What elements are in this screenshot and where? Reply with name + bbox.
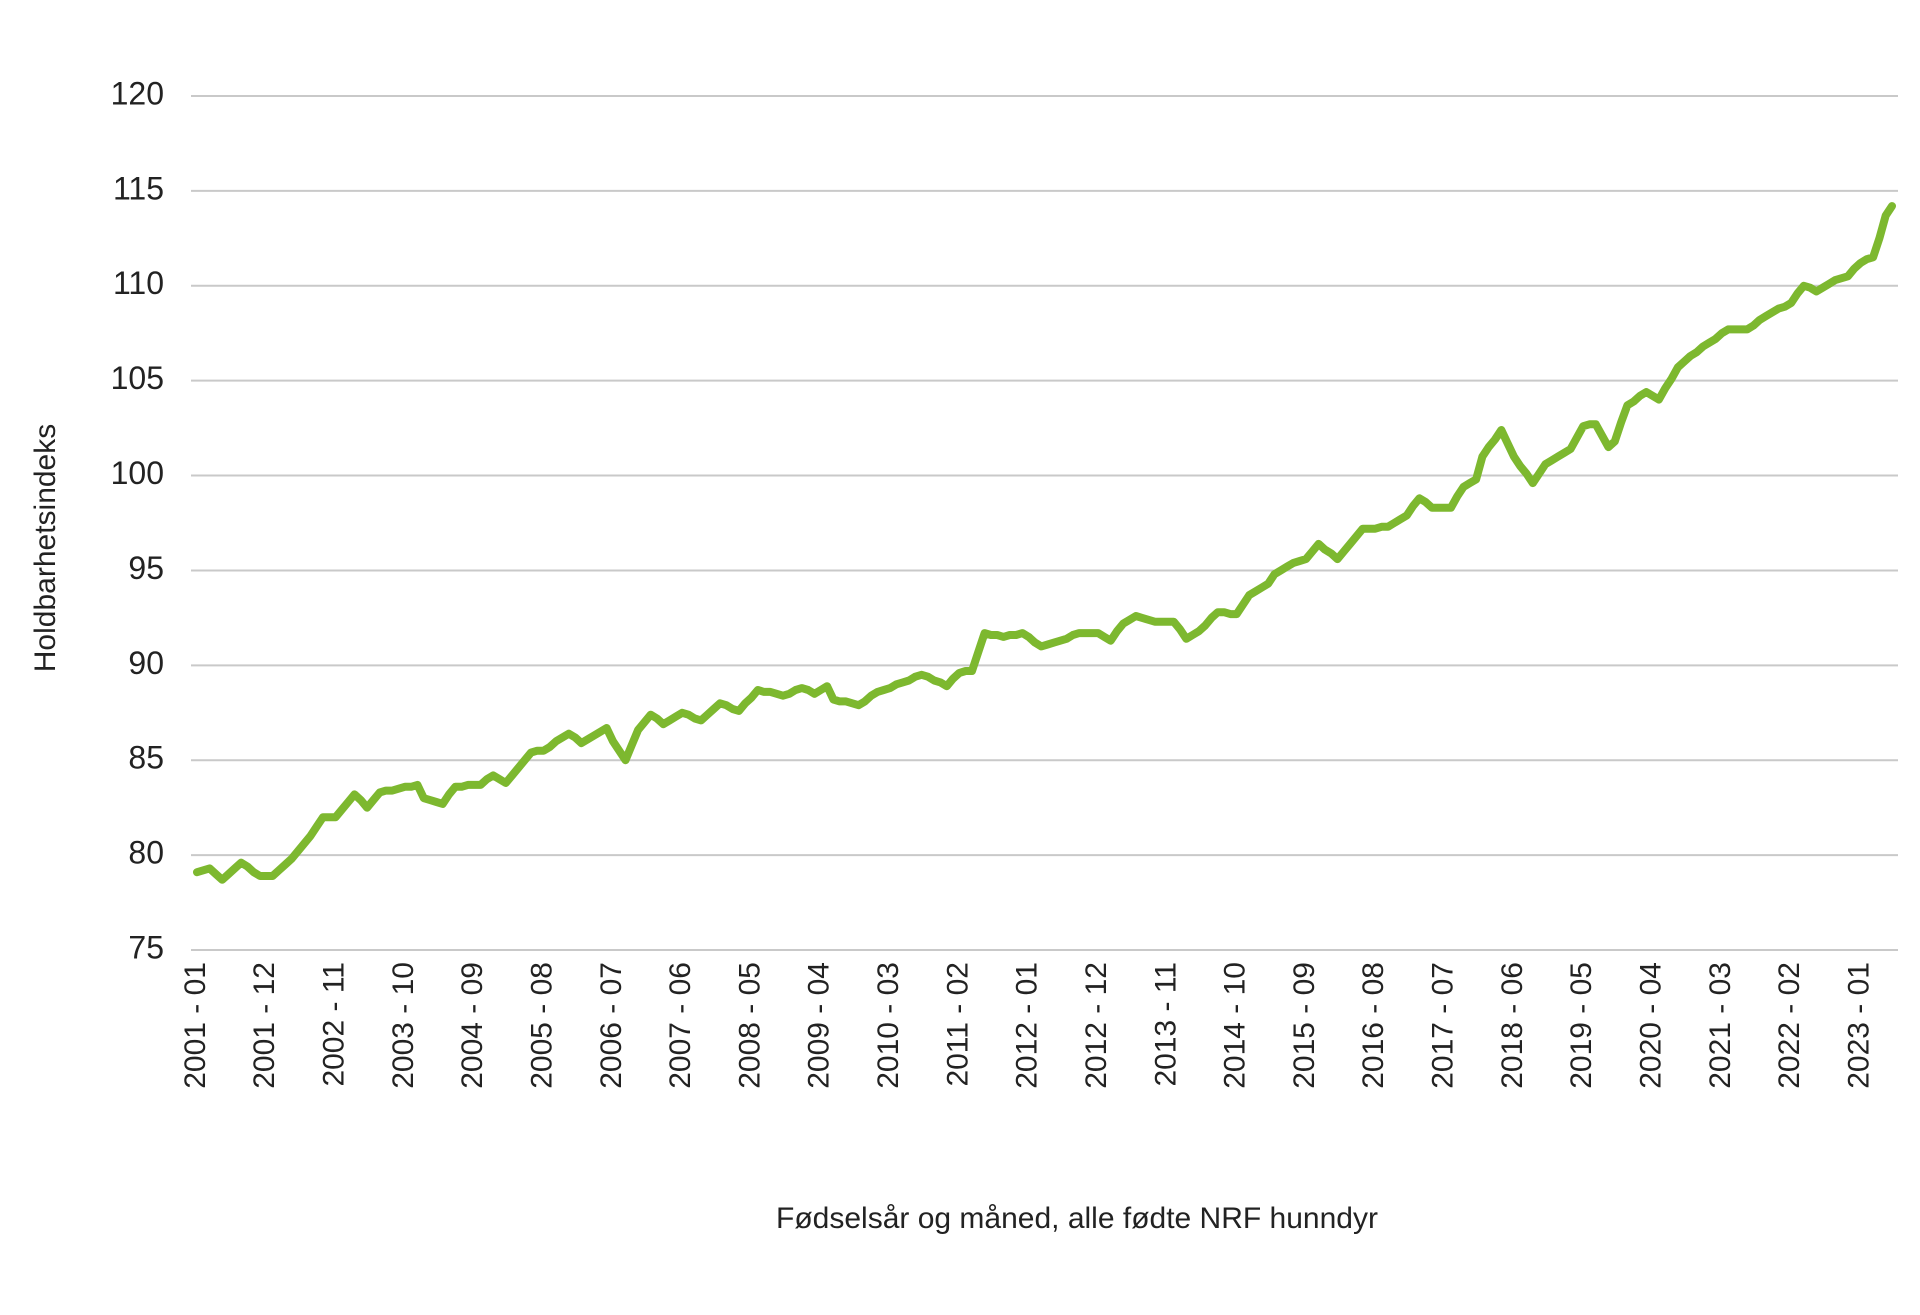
y-tick-label: 105 [111,360,164,396]
x-tick-label: 2023 - 01 [1842,962,1875,1089]
x-tick-label: 2017 - 07 [1427,962,1460,1089]
x-tick-label: 2006 - 07 [595,962,628,1089]
x-tick-label: 2013 - 11 [1149,962,1182,1087]
x-axis-title: Fødselsår og måned, alle fødte NRF hunnd… [776,1202,1378,1235]
x-tick-label: 2005 - 08 [525,962,558,1089]
x-tick-label: 2012 - 01 [1011,962,1044,1089]
y-tick-label: 120 [111,75,164,111]
x-tick-label: 2001 - 01 [179,962,212,1089]
x-tick-label: 2010 - 03 [872,962,905,1089]
x-tick-label: 2019 - 05 [1565,962,1598,1089]
y-tick-label: 100 [111,455,164,491]
x-tick-label: 2003 - 10 [387,962,420,1089]
y-tick-label: 90 [128,645,164,681]
x-tick-label: 2020 - 04 [1634,962,1667,1089]
x-tick-label: 2009 - 04 [803,962,836,1089]
x-tick-label: 2015 - 09 [1288,962,1321,1089]
y-tick-label: 95 [128,550,164,586]
x-tick-label: 2007 - 06 [664,962,697,1089]
x-tick-label: 2014 - 10 [1219,962,1252,1089]
x-tick-label: 2011 - 02 [941,962,974,1087]
y-tick-label: 75 [128,929,164,965]
x-tick-label: 2016 - 08 [1357,962,1390,1089]
x-tick-label: 2022 - 02 [1773,962,1806,1089]
y-tick-label: 115 [113,170,164,206]
x-tick-label: 2001 - 12 [248,962,281,1089]
y-tick-label: 85 [128,740,164,776]
data-line [193,202,1896,884]
y-tick-label: 110 [113,265,164,301]
x-tick-label: 2012 - 12 [1080,962,1113,1089]
y-tick-label: 80 [128,835,164,871]
x-tick-label: 2002 - 11 [318,962,351,1087]
x-tick-label: 2021 - 03 [1704,962,1737,1089]
x-tick-label: 2004 - 09 [456,962,489,1089]
x-tick-label: 2008 - 05 [733,962,766,1089]
x-tick-label: 2018 - 06 [1496,962,1529,1089]
y-axis-title: Holdbarhetsindeks [29,424,62,672]
